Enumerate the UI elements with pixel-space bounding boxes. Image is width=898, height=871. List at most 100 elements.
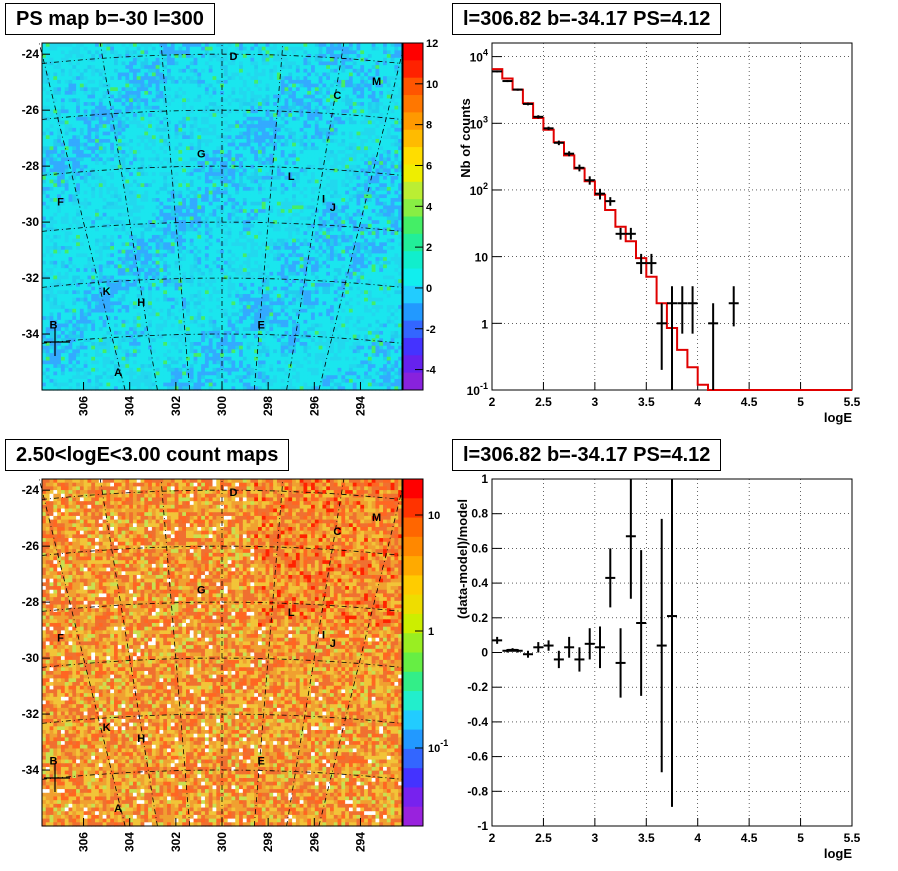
- ps-map-cell: [189, 356, 195, 362]
- ps-map-cell: [110, 161, 115, 166]
- ps-map-cell: [144, 164, 149, 170]
- ps-map-cell: [144, 382, 149, 387]
- ps-map-cell: [212, 186, 217, 192]
- ps-map-cell: [170, 68, 176, 74]
- ps-map-cell: [64, 246, 70, 251]
- ps-map-cell: [121, 364, 126, 369]
- ps-map-cell: [106, 316, 111, 321]
- ps-map-cell: [129, 116, 134, 122]
- ps-map-cell: [68, 257, 73, 262]
- ps-map-cell: [49, 316, 54, 321]
- ps-map-cell: [239, 275, 244, 280]
- ps-map-cell: [72, 102, 77, 107]
- ps-map-cell: [68, 253, 73, 258]
- ps-map-cell: [83, 157, 89, 162]
- ps-map-cell: [204, 342, 210, 347]
- ps-map-cell: [151, 246, 157, 251]
- ps-map-cell: [102, 201, 108, 207]
- ps-map-cell: [129, 301, 134, 306]
- ps-map-cell: [197, 378, 202, 384]
- ps-map-cell: [121, 98, 126, 103]
- ps-map-cell: [204, 271, 210, 277]
- ps-map-cell: [87, 175, 92, 181]
- ps-map-cell: [159, 364, 164, 369]
- ps-map-cell: [227, 356, 233, 362]
- ps-map-cell: [204, 190, 210, 195]
- ps-map-cell: [193, 194, 198, 199]
- ps-map-cell: [223, 61, 229, 66]
- ps-map-cell: [42, 175, 47, 181]
- ps-map-cell: [227, 54, 233, 59]
- ps-map-cell: [208, 201, 214, 207]
- ps-map-cell: [220, 316, 225, 321]
- ps-map-cell: [121, 120, 126, 125]
- ps-map-cell: [163, 242, 168, 247]
- ps-map-cell: [178, 301, 183, 306]
- ps-map-cell: [87, 316, 92, 321]
- ps-map-cell: [182, 76, 187, 81]
- ps-map-cell: [45, 286, 51, 291]
- ps-map-cell: [155, 153, 161, 159]
- ps-map-cell: [57, 50, 62, 55]
- ps-map-cell: [239, 175, 244, 181]
- ps-map-cell: [159, 127, 164, 133]
- ps-map-cell: [68, 65, 73, 70]
- ps-map-cell: [144, 131, 149, 136]
- ps-map-cell: [216, 109, 221, 114]
- ps-map-cell: [231, 216, 236, 221]
- ps-map-cell: [57, 264, 62, 269]
- ps-map-cell: [197, 157, 202, 162]
- ps-map-cell: [136, 308, 142, 314]
- ps-map-cell: [204, 286, 210, 291]
- ps-map-cell: [110, 65, 115, 70]
- ps-map-cell: [68, 186, 73, 192]
- ps-map-cell: [125, 116, 130, 122]
- ps-map-cell: [121, 116, 126, 122]
- ps-map-cell: [129, 172, 134, 177]
- ps-map-cell: [227, 109, 233, 114]
- ps-map-cell: [223, 127, 229, 133]
- ps-map-cell: [87, 253, 92, 258]
- ps-map-cell: [197, 223, 202, 229]
- ps-map-cell: [125, 65, 130, 70]
- ps-map-cell: [239, 172, 244, 177]
- ps-map-cell: [114, 190, 119, 195]
- ps-map-cell: [42, 146, 47, 151]
- ps-map-cell: [45, 312, 51, 317]
- ps-map-cell: [68, 319, 73, 325]
- ps-map-cell: [182, 113, 187, 118]
- ps-map-cell: [132, 102, 138, 107]
- ps-map-cell: [110, 105, 115, 111]
- ps-map-cell: [151, 175, 157, 181]
- ps-map-cell: [159, 382, 164, 387]
- ps-map-cell: [140, 338, 145, 343]
- ps-map-cell: [223, 87, 229, 92]
- ps-map-cell: [159, 168, 164, 173]
- ps-map-cell: [235, 279, 240, 284]
- ps-map-cell: [64, 87, 70, 92]
- ps-map-cell: [197, 234, 202, 240]
- ps-map-cell: [151, 279, 157, 284]
- ps-map-cell: [117, 334, 123, 339]
- ps-map-cell: [60, 183, 66, 188]
- ps-map-cell: [132, 113, 138, 118]
- ps-map-cell: [242, 61, 248, 66]
- ps-map-cell: [49, 150, 54, 155]
- ps-map-cell: [76, 79, 81, 85]
- ps-map-cell: [151, 220, 157, 225]
- ps-map-cell: [91, 264, 96, 269]
- ps-map-cell: [167, 268, 172, 273]
- ps-map-cell: [182, 79, 187, 85]
- ps-map-cell: [151, 76, 157, 81]
- ps-map-cell: [212, 264, 217, 269]
- ps-map-cell: [87, 234, 92, 240]
- ps-map-cell: [163, 316, 168, 321]
- ps-map-cell: [178, 231, 183, 236]
- ps-map-cell: [148, 238, 153, 243]
- ps-map-cell: [155, 131, 161, 136]
- ps-map-cell: [129, 90, 134, 96]
- ps-map-cell: [60, 378, 66, 384]
- ps-map-cell: [117, 146, 123, 151]
- ps-map-cell: [204, 319, 210, 325]
- ps-map-cell: [163, 212, 168, 218]
